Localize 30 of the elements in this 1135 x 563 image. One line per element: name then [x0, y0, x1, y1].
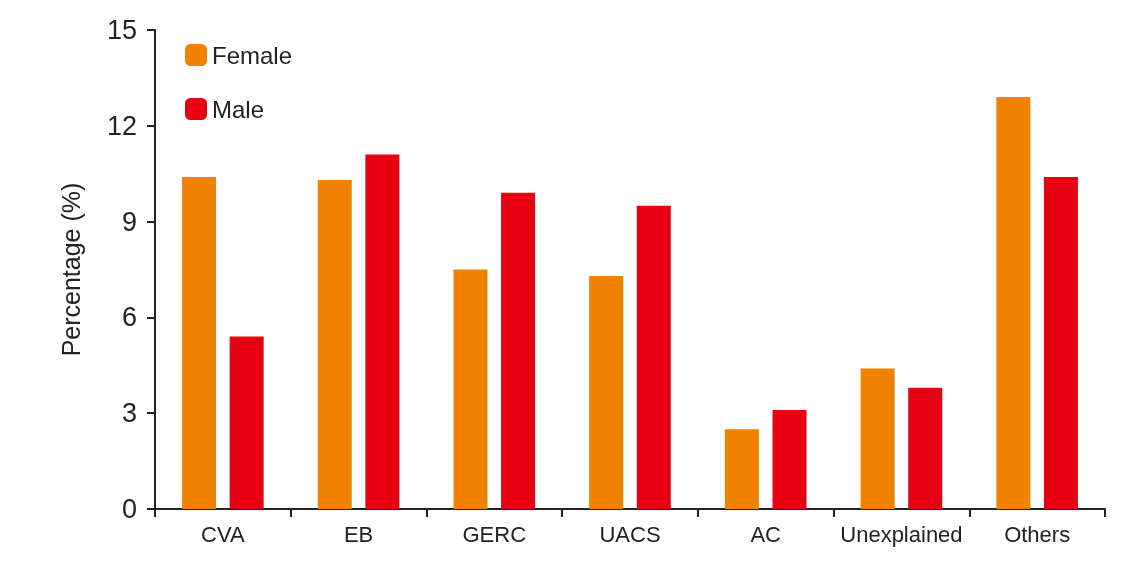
y-tick-label: 12 [106, 110, 137, 141]
x-tick-label: Others [1004, 521, 1071, 547]
x-tick-label: UACS [599, 521, 661, 547]
bar [317, 180, 352, 509]
bar [996, 97, 1031, 509]
y-axis-title: Percentage (%) [56, 182, 85, 357]
y-tick-label: 6 [121, 302, 137, 333]
x-tick-label: EB [343, 521, 374, 547]
legend-label: Male [212, 95, 265, 123]
bar [860, 368, 895, 509]
x-tick-label: AC [750, 521, 782, 547]
bar [589, 275, 624, 509]
bar [636, 205, 671, 509]
y-tick-label: 15 [106, 15, 137, 45]
bar [772, 410, 807, 509]
bar [501, 192, 536, 509]
legend-label: Female [212, 41, 293, 69]
bar [365, 154, 400, 509]
bar [1043, 176, 1078, 509]
y-tick-label: 0 [121, 494, 137, 524]
bar [908, 387, 943, 509]
bar [229, 336, 264, 509]
x-tick-label: Unexplained [840, 521, 963, 547]
y-tick-label: 3 [121, 398, 137, 429]
bar [453, 269, 488, 509]
x-tick-label: CVA [201, 521, 245, 547]
y-tick-label: 9 [121, 206, 137, 237]
bar [182, 176, 217, 509]
bar [724, 429, 759, 509]
x-tick-label: GERC [462, 521, 527, 547]
